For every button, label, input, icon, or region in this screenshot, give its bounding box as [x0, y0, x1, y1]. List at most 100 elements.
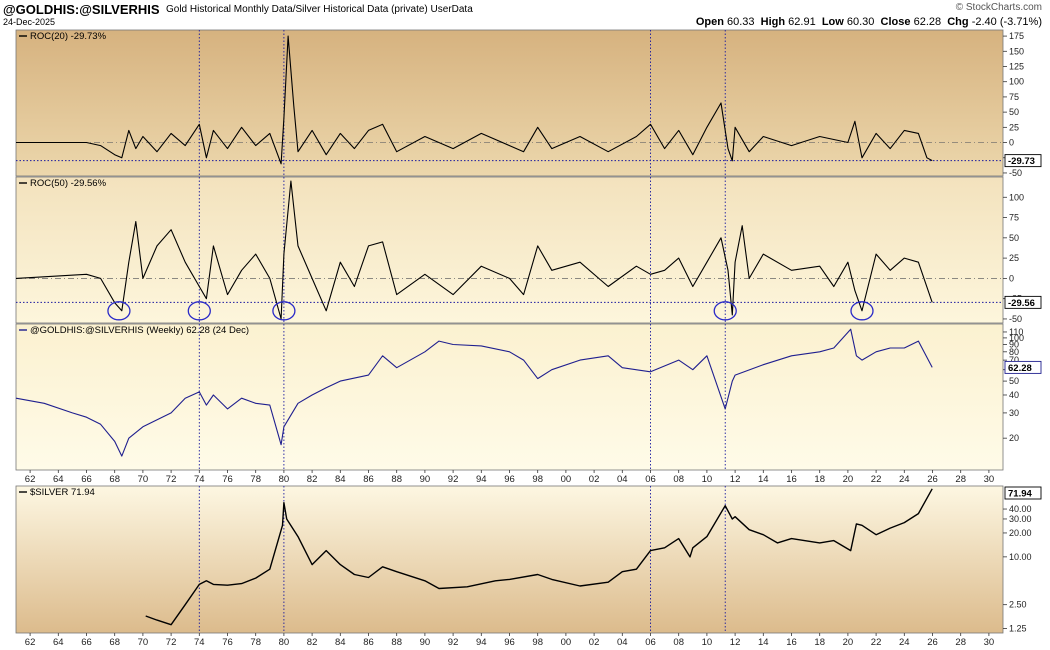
x-tick-label: 00 [561, 474, 572, 485]
low-value: 60.30 [846, 16, 875, 28]
x-tick-label: 62 [25, 474, 36, 485]
chg-value: -2.40 (-3.71%) [971, 16, 1042, 28]
x-tick-label: 98 [532, 637, 543, 648]
symbol-description: Gold Historical Monthly Data/Silver Hist… [166, 4, 473, 15]
y-tick-label-silver: 1.25 [1009, 624, 1027, 634]
x-tick-label: 26 [927, 637, 938, 648]
y-tick-label-roc20: 125 [1009, 62, 1024, 72]
y-tick-label-ratio: 30 [1009, 408, 1019, 418]
open-label: Open [695, 16, 724, 28]
x-tick-label: 70 [138, 474, 149, 485]
panel-bg-ratio [15, 323, 1004, 471]
x-tick-label: 68 [109, 474, 120, 485]
last-value-label-roc20: -29.73 [1008, 156, 1035, 167]
x-tick-label: 64 [53, 637, 64, 648]
y-tick-label-roc50: 75 [1009, 213, 1019, 223]
x-tick-label: 02 [589, 637, 600, 648]
y-tick-label-roc20: 50 [1009, 107, 1019, 117]
y-tick-label-ratio: 110 [1009, 327, 1023, 337]
last-value-box-ratio [1004, 360, 1042, 374]
x-tick-label: 68 [109, 637, 120, 648]
x-tick-label: 84 [335, 637, 346, 648]
x-tick-label: 04 [617, 637, 628, 648]
x-tick-label: 18 [814, 474, 825, 485]
x-tick-label: 30 [984, 637, 995, 648]
last-value-box-silver [1004, 486, 1042, 500]
y-tick-label-roc20: 0 [1009, 138, 1014, 148]
series-line-ratio [15, 328, 933, 457]
x-tick-label: 84 [335, 474, 346, 485]
x-tick-label: 20 [843, 637, 854, 648]
y-tick-label-silver: 20.00 [1009, 528, 1032, 538]
x-tick-label: 12 [730, 474, 741, 485]
y-tick-label-roc50: -50 [1009, 314, 1022, 324]
x-tick-label: 86 [363, 637, 374, 648]
y-tick-label-ratio: 40 [1009, 390, 1019, 400]
x-tick-label: 10 [702, 474, 713, 485]
close-value: 62.28 [913, 16, 942, 28]
x-tick-label: 70 [138, 637, 149, 648]
panel-label-ratio: @GOLDHIS:@SILVERHIS (Weekly) 62.28 (24 D… [30, 325, 249, 336]
close-label: Close [880, 16, 911, 28]
open-value: 60.33 [727, 16, 755, 28]
y-tick-label-silver: 40.00 [1009, 504, 1032, 514]
x-tick-label: 92 [448, 637, 459, 648]
y-tick-label-ratio: 90 [1009, 339, 1019, 349]
x-tick-label: 98 [532, 474, 543, 485]
y-tick-label-ratio: 100 [1009, 333, 1024, 343]
ohlc-readout: Open 60.33 High 62.91 Low 60.30 Close 62… [696, 16, 1042, 28]
panel-label-roc50: ROC(50) -29.56% [30, 178, 107, 189]
x-tick-label: 94 [476, 474, 487, 485]
x-tick-label: 82 [307, 474, 318, 485]
x-tick-label: 80 [279, 637, 290, 648]
y-tick-label-silver: 30.00 [1009, 514, 1032, 524]
x-tick-label: 00 [561, 637, 572, 648]
x-tick-label: 10 [702, 637, 713, 648]
y-tick-label-ratio: 50 [1009, 376, 1019, 386]
low-circle [272, 301, 296, 321]
y-tick-label-ratio: 20 [1009, 433, 1019, 443]
y-tick-label-silver: 10.00 [1009, 552, 1032, 562]
y-tick-label-roc50: 100 [1009, 192, 1024, 202]
y-tick-label-roc50: 25 [1009, 253, 1019, 263]
series-line-silver [145, 488, 933, 626]
chg-label: Chg [947, 16, 969, 28]
x-tick-label: 66 [81, 637, 92, 648]
x-tick-label: 82 [307, 637, 318, 648]
chart-header: @GOLDHIS:@SILVERHIS Gold Historical Mont… [0, 0, 1050, 30]
x-tick-label: 28 [955, 637, 966, 648]
y-tick-label-roc20: -50 [1009, 168, 1022, 178]
last-value-label-roc50: -29.56 [1008, 298, 1035, 309]
x-tick-label: 64 [53, 474, 64, 485]
x-tick-label: 96 [504, 637, 515, 648]
panel-bg-silver [15, 485, 1004, 634]
symbol-title[interactable]: @GOLDHIS:@SILVERHIS [3, 2, 160, 17]
x-tick-label: 90 [420, 637, 431, 648]
x-tick-label: 02 [589, 474, 600, 485]
last-value-label-silver: 71.94 [1008, 489, 1032, 500]
x-tick-label: 88 [391, 637, 402, 648]
x-tick-label: 86 [363, 474, 374, 485]
x-tick-label: 16 [786, 637, 797, 648]
x-tick-label: 04 [617, 474, 628, 485]
low-circle [187, 301, 211, 321]
x-tick-label: 16 [786, 474, 797, 485]
last-value-box-roc20 [1004, 154, 1042, 168]
y-tick-label-roc20: 100 [1009, 77, 1024, 87]
x-tick-label: 90 [420, 474, 431, 485]
x-tick-label: 62 [25, 637, 36, 648]
x-tick-label: 22 [871, 474, 882, 485]
x-tick-label: 78 [250, 474, 261, 485]
x-tick-label: 06 [645, 637, 656, 648]
chart-date: 24-Dec-2025 [3, 17, 56, 27]
x-tick-label: 72 [166, 474, 177, 485]
y-tick-label-roc20: 75 [1009, 92, 1019, 102]
x-tick-label: 76 [222, 474, 233, 485]
y-tick-label-roc50: 0 [1009, 273, 1014, 283]
y-tick-label-ratio: 70 [1009, 355, 1019, 365]
high-label: High [760, 16, 786, 28]
panel-label-roc20: ROC(20) -29.73% [30, 31, 107, 42]
series-line-roc50 [15, 180, 933, 320]
x-tick-label: 14 [758, 637, 769, 648]
